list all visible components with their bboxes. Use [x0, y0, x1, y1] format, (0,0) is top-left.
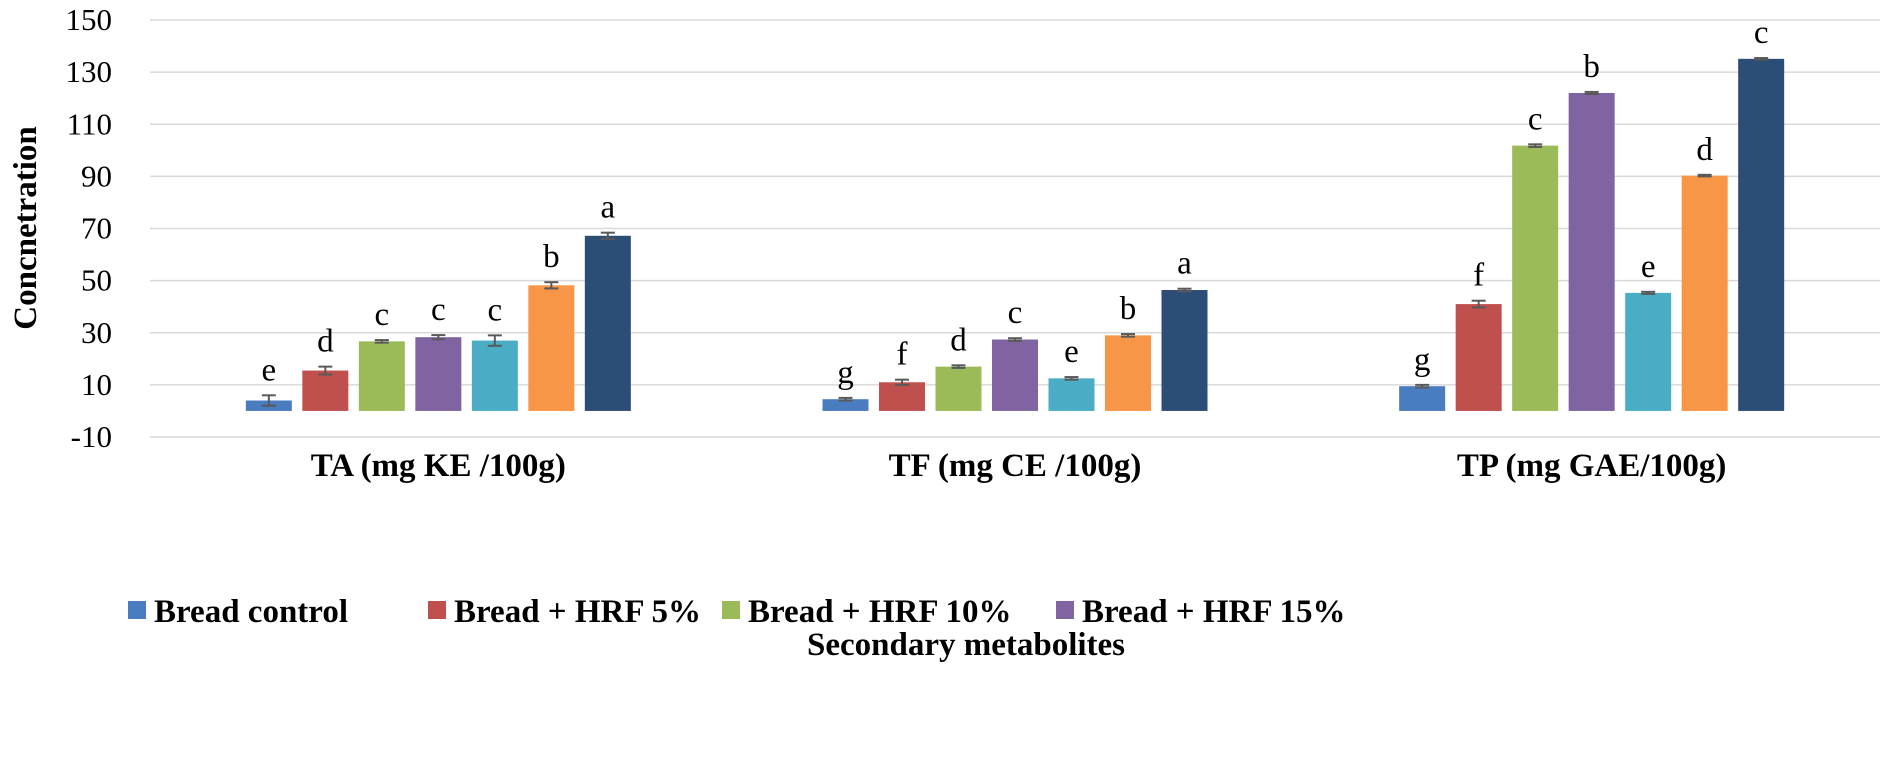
bar	[528, 285, 575, 411]
y-tick-label: 10	[81, 367, 112, 402]
significance-label: f	[897, 337, 908, 373]
bar	[1738, 58, 1785, 411]
significance-labels: e d c c c b a g f d c e b a g f c b e d c	[262, 15, 1769, 391]
significance-label: c	[1754, 15, 1769, 51]
y-tick-label: -10	[71, 419, 112, 454]
x-category-label: TP (mg GAE/100g)	[1457, 448, 1727, 484]
bar	[358, 341, 405, 411]
legend-swatch	[128, 601, 146, 619]
significance-label: d	[317, 324, 334, 360]
bar	[584, 235, 631, 411]
legend-swatch	[428, 601, 446, 619]
legend-label: Bread control	[154, 594, 348, 630]
bar	[415, 337, 462, 411]
significance-label: e	[1641, 249, 1656, 285]
bar	[1681, 175, 1728, 411]
significance-label: c	[375, 297, 390, 333]
legend-swatch	[1056, 601, 1074, 619]
significance-label: c	[1008, 295, 1023, 331]
bar	[302, 370, 349, 411]
significance-label: b	[543, 239, 560, 275]
bar	[1625, 292, 1672, 411]
x-axis-title: Secondary metabolites	[807, 627, 1125, 663]
legend-label: Bread + HRF 15%	[1082, 594, 1346, 630]
bar	[1455, 304, 1502, 411]
bars	[245, 58, 1785, 411]
bar	[879, 382, 925, 411]
bar	[935, 366, 982, 411]
significance-label: d	[950, 322, 967, 358]
significance-label: c	[431, 292, 446, 328]
legend-swatch	[722, 601, 740, 619]
y-tick-label: 30	[81, 315, 112, 350]
legend-label: Bread + HRF 5%	[454, 594, 701, 630]
x-axis-categories: TA (mg KE /100g) TF (mg CE /100g) TP (mg G…	[311, 448, 1727, 484]
x-category-label: TF (mg CE /100g)	[889, 448, 1142, 484]
significance-label: e	[262, 352, 277, 388]
y-tick-label: 90	[81, 158, 112, 193]
significance-label: b	[1583, 49, 1600, 85]
bar	[1399, 386, 1446, 411]
significance-label: e	[1064, 334, 1079, 370]
y-axis-ticks: -10 10 30 50 70 90 110 130 150	[66, 2, 113, 454]
x-category-label: TA (mg KE /100g)	[311, 448, 566, 484]
significance-label: b	[1120, 291, 1137, 327]
y-tick-label: 150	[66, 2, 113, 37]
error-bars	[261, 57, 1769, 407]
significance-label: a	[601, 190, 616, 226]
significance-label: g	[837, 355, 854, 391]
significance-label: f	[1473, 258, 1484, 294]
significance-label: d	[1696, 132, 1713, 168]
bar	[1568, 92, 1615, 411]
y-tick-label: 50	[81, 263, 112, 298]
y-axis-title: Concnetration	[8, 126, 44, 329]
y-tick-label: 110	[67, 106, 112, 141]
bar	[1048, 378, 1095, 411]
bar	[471, 340, 518, 411]
significance-label: g	[1414, 342, 1431, 378]
significance-label: c	[488, 292, 503, 328]
bar	[1512, 145, 1559, 411]
y-tick-label: 70	[81, 211, 112, 246]
bar	[992, 339, 1038, 411]
bar	[1161, 290, 1208, 411]
legend: Bread control Bread + HRF 5% Bread + HRF 1…	[128, 594, 1346, 630]
significance-label: c	[1528, 101, 1543, 137]
y-tick-label: 130	[66, 54, 113, 89]
significance-label: a	[1177, 246, 1192, 282]
legend-label: Bread + HRF 10%	[748, 594, 1012, 630]
bar	[1105, 335, 1151, 411]
bar	[822, 399, 869, 411]
